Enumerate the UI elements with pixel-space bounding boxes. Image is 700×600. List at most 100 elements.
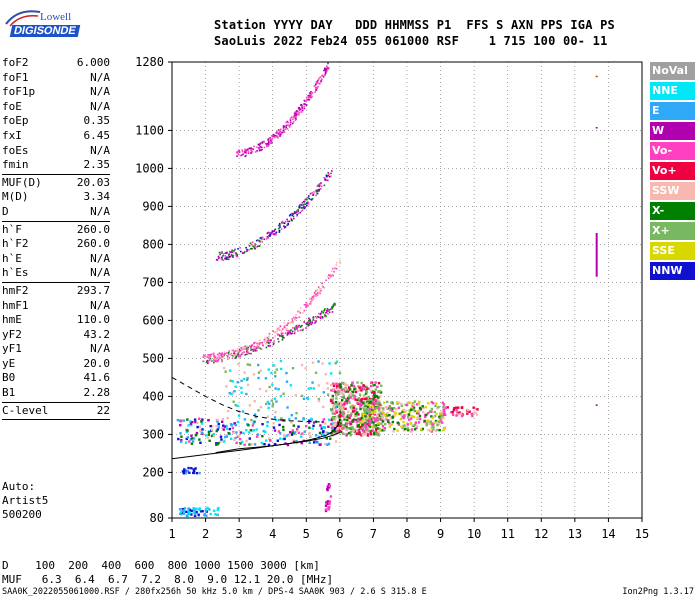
echo-point <box>339 390 343 394</box>
echo-point <box>236 420 240 424</box>
echo-point <box>305 322 307 325</box>
echo-point <box>190 513 193 516</box>
echo-point <box>459 412 462 416</box>
echo-point <box>236 404 239 408</box>
echo-point <box>437 420 441 424</box>
echo-point <box>281 220 284 223</box>
echo-point <box>198 429 202 432</box>
param-value: 6.45 <box>83 128 111 142</box>
echo-point <box>222 440 226 443</box>
echo-point <box>305 100 307 102</box>
echo-point <box>324 71 327 74</box>
echo-point <box>292 215 295 218</box>
echo-point <box>376 414 379 418</box>
echo-point <box>428 422 431 426</box>
echo-point <box>312 298 314 300</box>
echo-point <box>246 351 249 354</box>
echo-point <box>267 339 270 342</box>
echo-point <box>413 428 417 431</box>
echo-point <box>435 428 439 432</box>
echo-point <box>408 401 412 405</box>
echo-point <box>280 332 283 335</box>
echo-point <box>322 405 325 409</box>
echo-point <box>295 428 299 431</box>
echo-point <box>308 197 311 200</box>
echo-point <box>257 363 260 367</box>
echo-point <box>368 425 372 429</box>
echo-point <box>257 239 260 242</box>
echo-point <box>385 418 388 421</box>
echo-point <box>259 369 262 373</box>
echo-point <box>383 429 386 432</box>
echo-point <box>284 128 287 131</box>
echo-point <box>228 369 232 372</box>
echo-point <box>188 471 191 474</box>
echo-point <box>270 135 273 137</box>
echo-point <box>455 409 458 412</box>
echo-point <box>300 108 302 111</box>
echo-point <box>296 429 299 432</box>
echo-point <box>413 423 417 426</box>
echo-point <box>240 154 243 157</box>
echo-point <box>400 413 403 417</box>
echo-point <box>403 409 406 412</box>
echo-point <box>179 420 183 423</box>
echo-point <box>252 245 254 247</box>
echo-point <box>303 200 305 203</box>
echo-point <box>320 182 322 184</box>
echo-point <box>281 425 285 429</box>
echo-point <box>404 403 407 406</box>
echo-point <box>295 118 297 120</box>
echo-point <box>257 143 260 146</box>
echo-point <box>276 334 279 336</box>
echo-point <box>374 409 377 412</box>
echo-point <box>244 345 247 348</box>
echo-point <box>378 427 381 431</box>
echo-point <box>391 407 394 410</box>
echo-point <box>229 379 232 383</box>
echo-point <box>241 252 244 254</box>
echo-point <box>444 413 447 416</box>
echo-point <box>359 407 362 411</box>
echo-point <box>325 179 327 182</box>
echo-point <box>332 405 335 408</box>
echo-point <box>360 398 363 401</box>
echo-point <box>381 424 385 428</box>
echo-point <box>277 388 280 391</box>
echo-point <box>273 429 277 432</box>
echo-point <box>324 504 328 507</box>
echo-point <box>325 71 327 73</box>
echo-point <box>298 111 301 114</box>
echo-point <box>396 402 399 405</box>
echo-point <box>221 353 223 356</box>
echo-point <box>270 339 272 341</box>
echo-point <box>285 380 289 383</box>
param-label: foF2 <box>2 56 29 69</box>
echo-point <box>381 416 384 419</box>
echo-point <box>281 335 284 338</box>
echo-point <box>423 419 426 423</box>
echo-point <box>228 427 231 431</box>
echo-point <box>411 423 414 427</box>
echo-point <box>358 431 361 434</box>
echo-point <box>241 149 244 151</box>
echo-point <box>289 330 291 332</box>
echo-point <box>257 371 261 374</box>
echo-point <box>261 236 264 239</box>
echo-point <box>360 385 364 389</box>
echo-point <box>245 345 248 347</box>
echo-point <box>256 150 258 152</box>
echo-point <box>342 414 345 418</box>
echo-point <box>339 403 343 407</box>
echo-point <box>369 432 373 436</box>
echo-point <box>288 125 291 128</box>
echo-point <box>237 248 239 250</box>
echo-point <box>315 294 318 297</box>
echo-point <box>308 419 311 422</box>
echo-point <box>310 297 313 300</box>
echo-point <box>246 383 250 387</box>
echo-point <box>315 194 317 197</box>
echo-point <box>434 419 438 423</box>
echo-point <box>336 387 340 390</box>
echo-point <box>248 249 250 251</box>
